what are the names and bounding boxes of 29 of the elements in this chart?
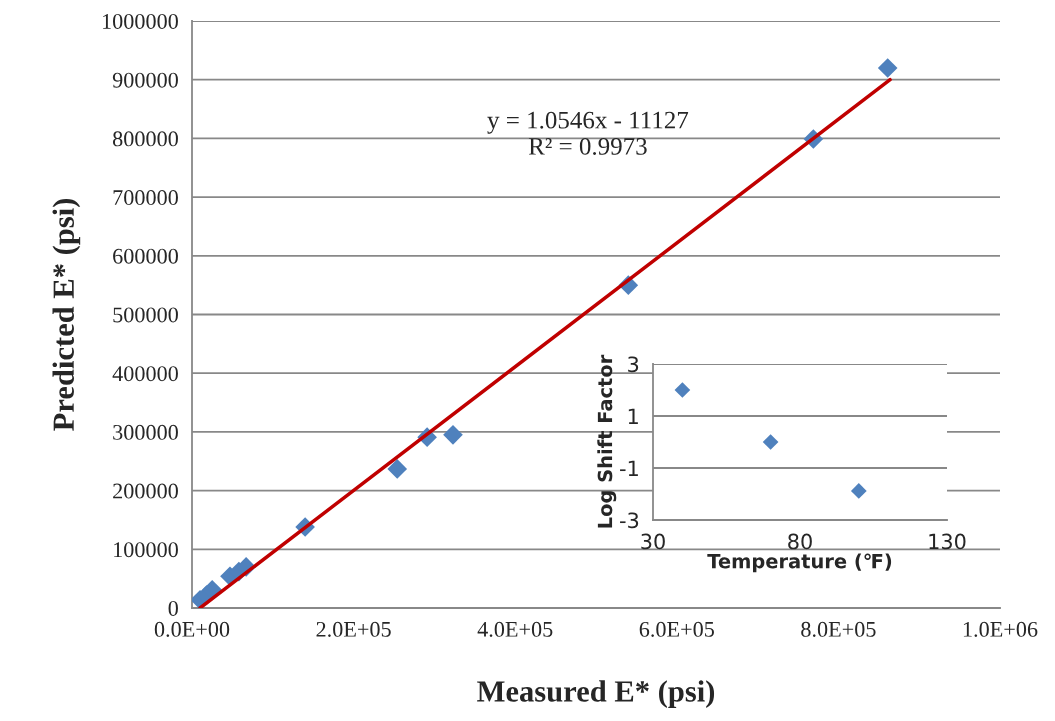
x-tick-label: 1.0E+06 <box>963 621 1038 637</box>
x-tick-label: 80 <box>788 533 812 550</box>
y-tick-label: 200000 <box>113 483 178 499</box>
x-axis-title: Measured E* (psi) <box>477 680 715 708</box>
y-tick-label: 1000000 <box>102 13 178 29</box>
x-tick-label: 2.0E+05 <box>316 621 391 637</box>
y-axis-title: Predicted E* (psi) <box>52 199 81 431</box>
y-tick-label: 800000 <box>112 131 178 147</box>
y-tick-label: 300000 <box>113 424 178 440</box>
x-tick-label: 8.0E+05 <box>801 621 876 637</box>
y-tick-label: -1 <box>620 460 638 476</box>
y-tick-label: 100000 <box>114 542 178 558</box>
x-tick-label: 130 <box>929 533 966 550</box>
annotation: y = 1.0546x - 11127 R² = 0.9973 <box>487 111 689 155</box>
x-tick-label: 0.0E+00 <box>154 621 230 637</box>
y-tick-label: 600000 <box>113 248 178 264</box>
y-tick-label: 500000 <box>113 307 178 323</box>
y-axis-title: Log Shift Factor <box>597 354 617 528</box>
y-tick-label: 900000 <box>112 72 178 88</box>
x-axis-title: Temperature (℉) <box>707 553 892 573</box>
x-tick-label: 30 <box>641 533 665 550</box>
y-tick-label: -3 <box>620 512 639 529</box>
y-tick-label: 3 <box>628 356 639 373</box>
x-tick-label: 6.0E+05 <box>639 621 714 637</box>
y-tick-label: 1 <box>628 408 638 424</box>
y-tick-label: 400000 <box>112 366 178 382</box>
y-tick-label: 700000 <box>113 190 178 206</box>
y-tick-label: 0 <box>168 600 178 616</box>
x-tick-label: 4.0E+05 <box>477 621 553 637</box>
